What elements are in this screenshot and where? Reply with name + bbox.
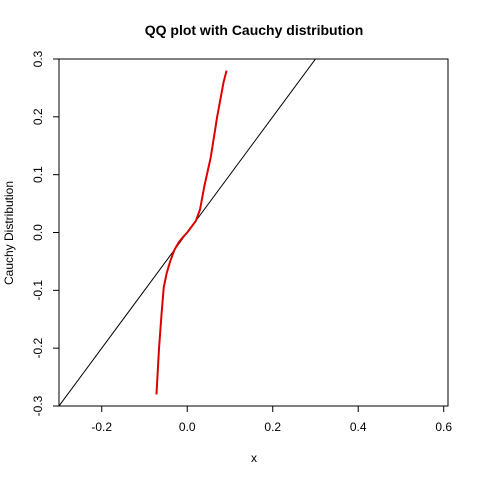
chart-title: QQ plot with Cauchy distribution — [145, 22, 364, 38]
x-tick-label: 0.2 — [264, 420, 281, 434]
x-tick-label: 0.0 — [179, 420, 196, 434]
y-tick-label: 0.2 — [31, 108, 45, 125]
x-tick-label: -0.2 — [91, 420, 112, 434]
y-tick-label: -0.1 — [31, 280, 45, 301]
y-tick-label: -0.3 — [31, 395, 45, 416]
y-tick-label: 0.1 — [31, 166, 45, 183]
x-axis-label: x — [251, 451, 257, 465]
x-tick-label: 0.4 — [350, 420, 367, 434]
y-axis-label: Cauchy Distribution — [2, 181, 16, 285]
qq-series-line — [155, 70, 228, 395]
plot-frame — [58, 58, 449, 407]
y-tick-label: -0.2 — [31, 338, 45, 359]
x-tick-label: 0.6 — [435, 420, 452, 434]
y-tick-label: 0.0 — [31, 224, 45, 241]
y-tick-label: 0.3 — [31, 50, 45, 67]
reference-line — [59, 59, 317, 406]
plot-area: -0.2 0.0 0.2 0.4 0.6 -0.3 -0.2 -0.1 0.0 0.1 0.2 0.3 — [31, 50, 452, 434]
